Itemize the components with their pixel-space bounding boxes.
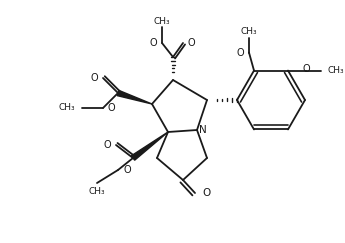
Text: O: O bbox=[302, 64, 310, 74]
Text: N: N bbox=[199, 125, 207, 135]
Text: O: O bbox=[108, 103, 116, 113]
Text: CH₃: CH₃ bbox=[58, 104, 75, 113]
Text: CH₃: CH₃ bbox=[327, 66, 344, 75]
Text: O: O bbox=[188, 38, 196, 48]
Text: O: O bbox=[104, 140, 111, 150]
Text: O: O bbox=[236, 48, 244, 58]
Text: O: O bbox=[123, 165, 131, 175]
Text: O: O bbox=[149, 38, 157, 48]
Text: CH₃: CH₃ bbox=[154, 17, 170, 26]
Text: CH₃: CH₃ bbox=[89, 186, 105, 196]
Polygon shape bbox=[131, 132, 168, 160]
Text: CH₃: CH₃ bbox=[241, 27, 257, 36]
Text: O: O bbox=[90, 73, 98, 83]
Polygon shape bbox=[117, 90, 152, 104]
Text: O: O bbox=[202, 188, 210, 198]
